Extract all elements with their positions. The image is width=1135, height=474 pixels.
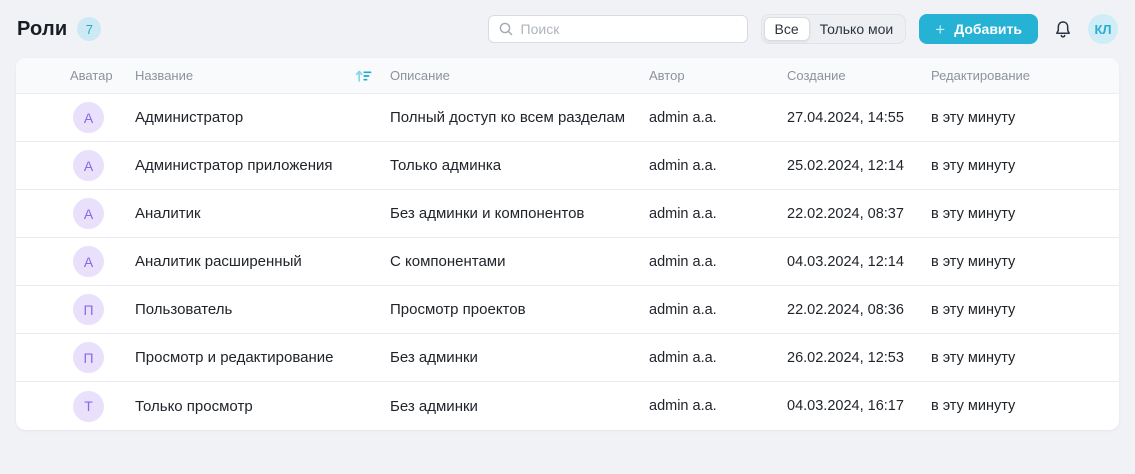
sort-ascending-icon[interactable]: [355, 68, 372, 84]
table-header-row: Аватар Название Описание Автор Создание …: [16, 58, 1119, 94]
role-edited: в эту минуту: [931, 301, 1016, 318]
table-row[interactable]: Т Только просмотр Без админки admin a.a.…: [16, 382, 1119, 430]
role-created: 04.03.2024, 16:17: [787, 398, 904, 414]
role-created: 26.02.2024, 12:53: [787, 349, 904, 366]
role-author: admin a.a.: [649, 349, 717, 366]
role-author: admin a.a.: [649, 205, 717, 222]
column-header-avatar: Аватар: [70, 68, 113, 83]
role-author: admin a.a.: [649, 157, 717, 174]
filter-segmented-control: Все Только мои: [760, 14, 907, 44]
column-header-created: Создание: [787, 68, 846, 83]
table-row[interactable]: П Пользователь Просмотр проектов admin a…: [16, 286, 1119, 334]
add-button-label: Добавить: [954, 21, 1022, 37]
role-author: admin a.a.: [649, 398, 717, 414]
count-badge: 7: [77, 17, 102, 41]
role-avatar: А: [73, 246, 104, 277]
role-description: С компонентами: [390, 253, 506, 270]
role-edited: в эту минуту: [931, 157, 1016, 174]
role-avatar: Т: [73, 390, 104, 422]
table-row[interactable]: А Аналитик Без админки и компонентов adm…: [16, 190, 1119, 238]
filter-all-button[interactable]: Все: [763, 17, 810, 41]
table-row[interactable]: А Аналитик расширенный С компонентами ad…: [16, 238, 1119, 286]
search-box[interactable]: [487, 15, 748, 43]
role-created: 22.02.2024, 08:37: [787, 205, 904, 222]
role-author: admin a.a.: [649, 253, 717, 270]
table-row[interactable]: П Просмотр и редактирование Без админки …: [16, 334, 1119, 382]
role-created: 04.03.2024, 12:14: [787, 253, 904, 270]
role-avatar: П: [73, 342, 104, 373]
role-author: admin a.a.: [649, 109, 717, 126]
role-name: Только просмотр: [135, 397, 253, 415]
role-avatar-cell: Т: [16, 390, 135, 422]
role-avatar-cell: А: [16, 102, 135, 133]
role-created: 25.02.2024, 12:14: [787, 157, 904, 174]
notifications-button[interactable]: [1051, 19, 1075, 40]
role-name: Администратор приложения: [135, 157, 333, 174]
role-avatar-cell: П: [16, 294, 135, 325]
role-avatar-cell: А: [16, 198, 135, 229]
role-created: 27.04.2024, 14:55: [787, 109, 904, 126]
top-bar: Роли 7 Все Только мои + Добавить: [0, 0, 1135, 58]
column-header-name-label: Название: [135, 68, 194, 83]
role-edited: в эту минуту: [931, 109, 1016, 126]
role-avatar-cell: А: [16, 150, 135, 181]
role-edited: в эту минуту: [931, 253, 1016, 270]
table-row[interactable]: А Администратор Полный доступ ко всем ра…: [16, 94, 1119, 142]
role-avatar: А: [73, 102, 104, 133]
search-icon: [498, 21, 514, 37]
role-avatar: П: [73, 294, 104, 325]
role-avatar-cell: А: [16, 246, 135, 277]
column-header-description: Описание: [390, 68, 450, 83]
table-body: А Администратор Полный доступ ко всем ра…: [16, 94, 1119, 430]
role-description: Полный доступ ко всем разделам: [390, 109, 626, 126]
role-author: admin a.a.: [649, 301, 717, 318]
role-name: Аналитик: [135, 205, 201, 222]
toolbar: Все Только мои + Добавить КЛ: [487, 14, 1118, 44]
filter-mine-button[interactable]: Только мои: [819, 21, 894, 37]
bell-icon: [1053, 19, 1073, 40]
role-description: Без админки: [390, 397, 478, 415]
role-description: Просмотр проектов: [390, 301, 526, 318]
role-description: Без админки и компонентов: [390, 205, 585, 222]
user-avatar[interactable]: КЛ: [1088, 14, 1118, 44]
role-created: 22.02.2024, 08:36: [787, 301, 904, 318]
role-avatar: А: [73, 150, 104, 181]
column-header-author: Автор: [649, 68, 685, 83]
search-input[interactable]: [520, 21, 738, 37]
role-name: Администратор: [135, 109, 244, 126]
role-description: Только админка: [390, 157, 502, 174]
table-row[interactable]: А Администратор приложения Только админк…: [16, 142, 1119, 190]
role-edited: в эту минуту: [931, 349, 1016, 366]
role-edited: в эту минуту: [931, 205, 1016, 222]
roles-table-card: Аватар Название Описание Автор Создание …: [16, 58, 1119, 430]
column-header-name[interactable]: Название: [135, 68, 390, 84]
role-description: Без админки: [390, 349, 478, 366]
column-header-edited: Редактирование: [931, 68, 1031, 83]
role-name: Пользователь: [135, 301, 233, 318]
role-avatar-cell: П: [16, 342, 135, 373]
role-name: Просмотр и редактирование: [135, 349, 334, 366]
role-name: Аналитик расширенный: [135, 253, 302, 270]
add-button[interactable]: + Добавить: [919, 14, 1038, 44]
plus-icon: +: [935, 19, 946, 39]
page-title: Роли: [17, 17, 68, 40]
role-edited: в эту минуту: [931, 398, 1016, 414]
role-avatar: А: [73, 198, 104, 229]
